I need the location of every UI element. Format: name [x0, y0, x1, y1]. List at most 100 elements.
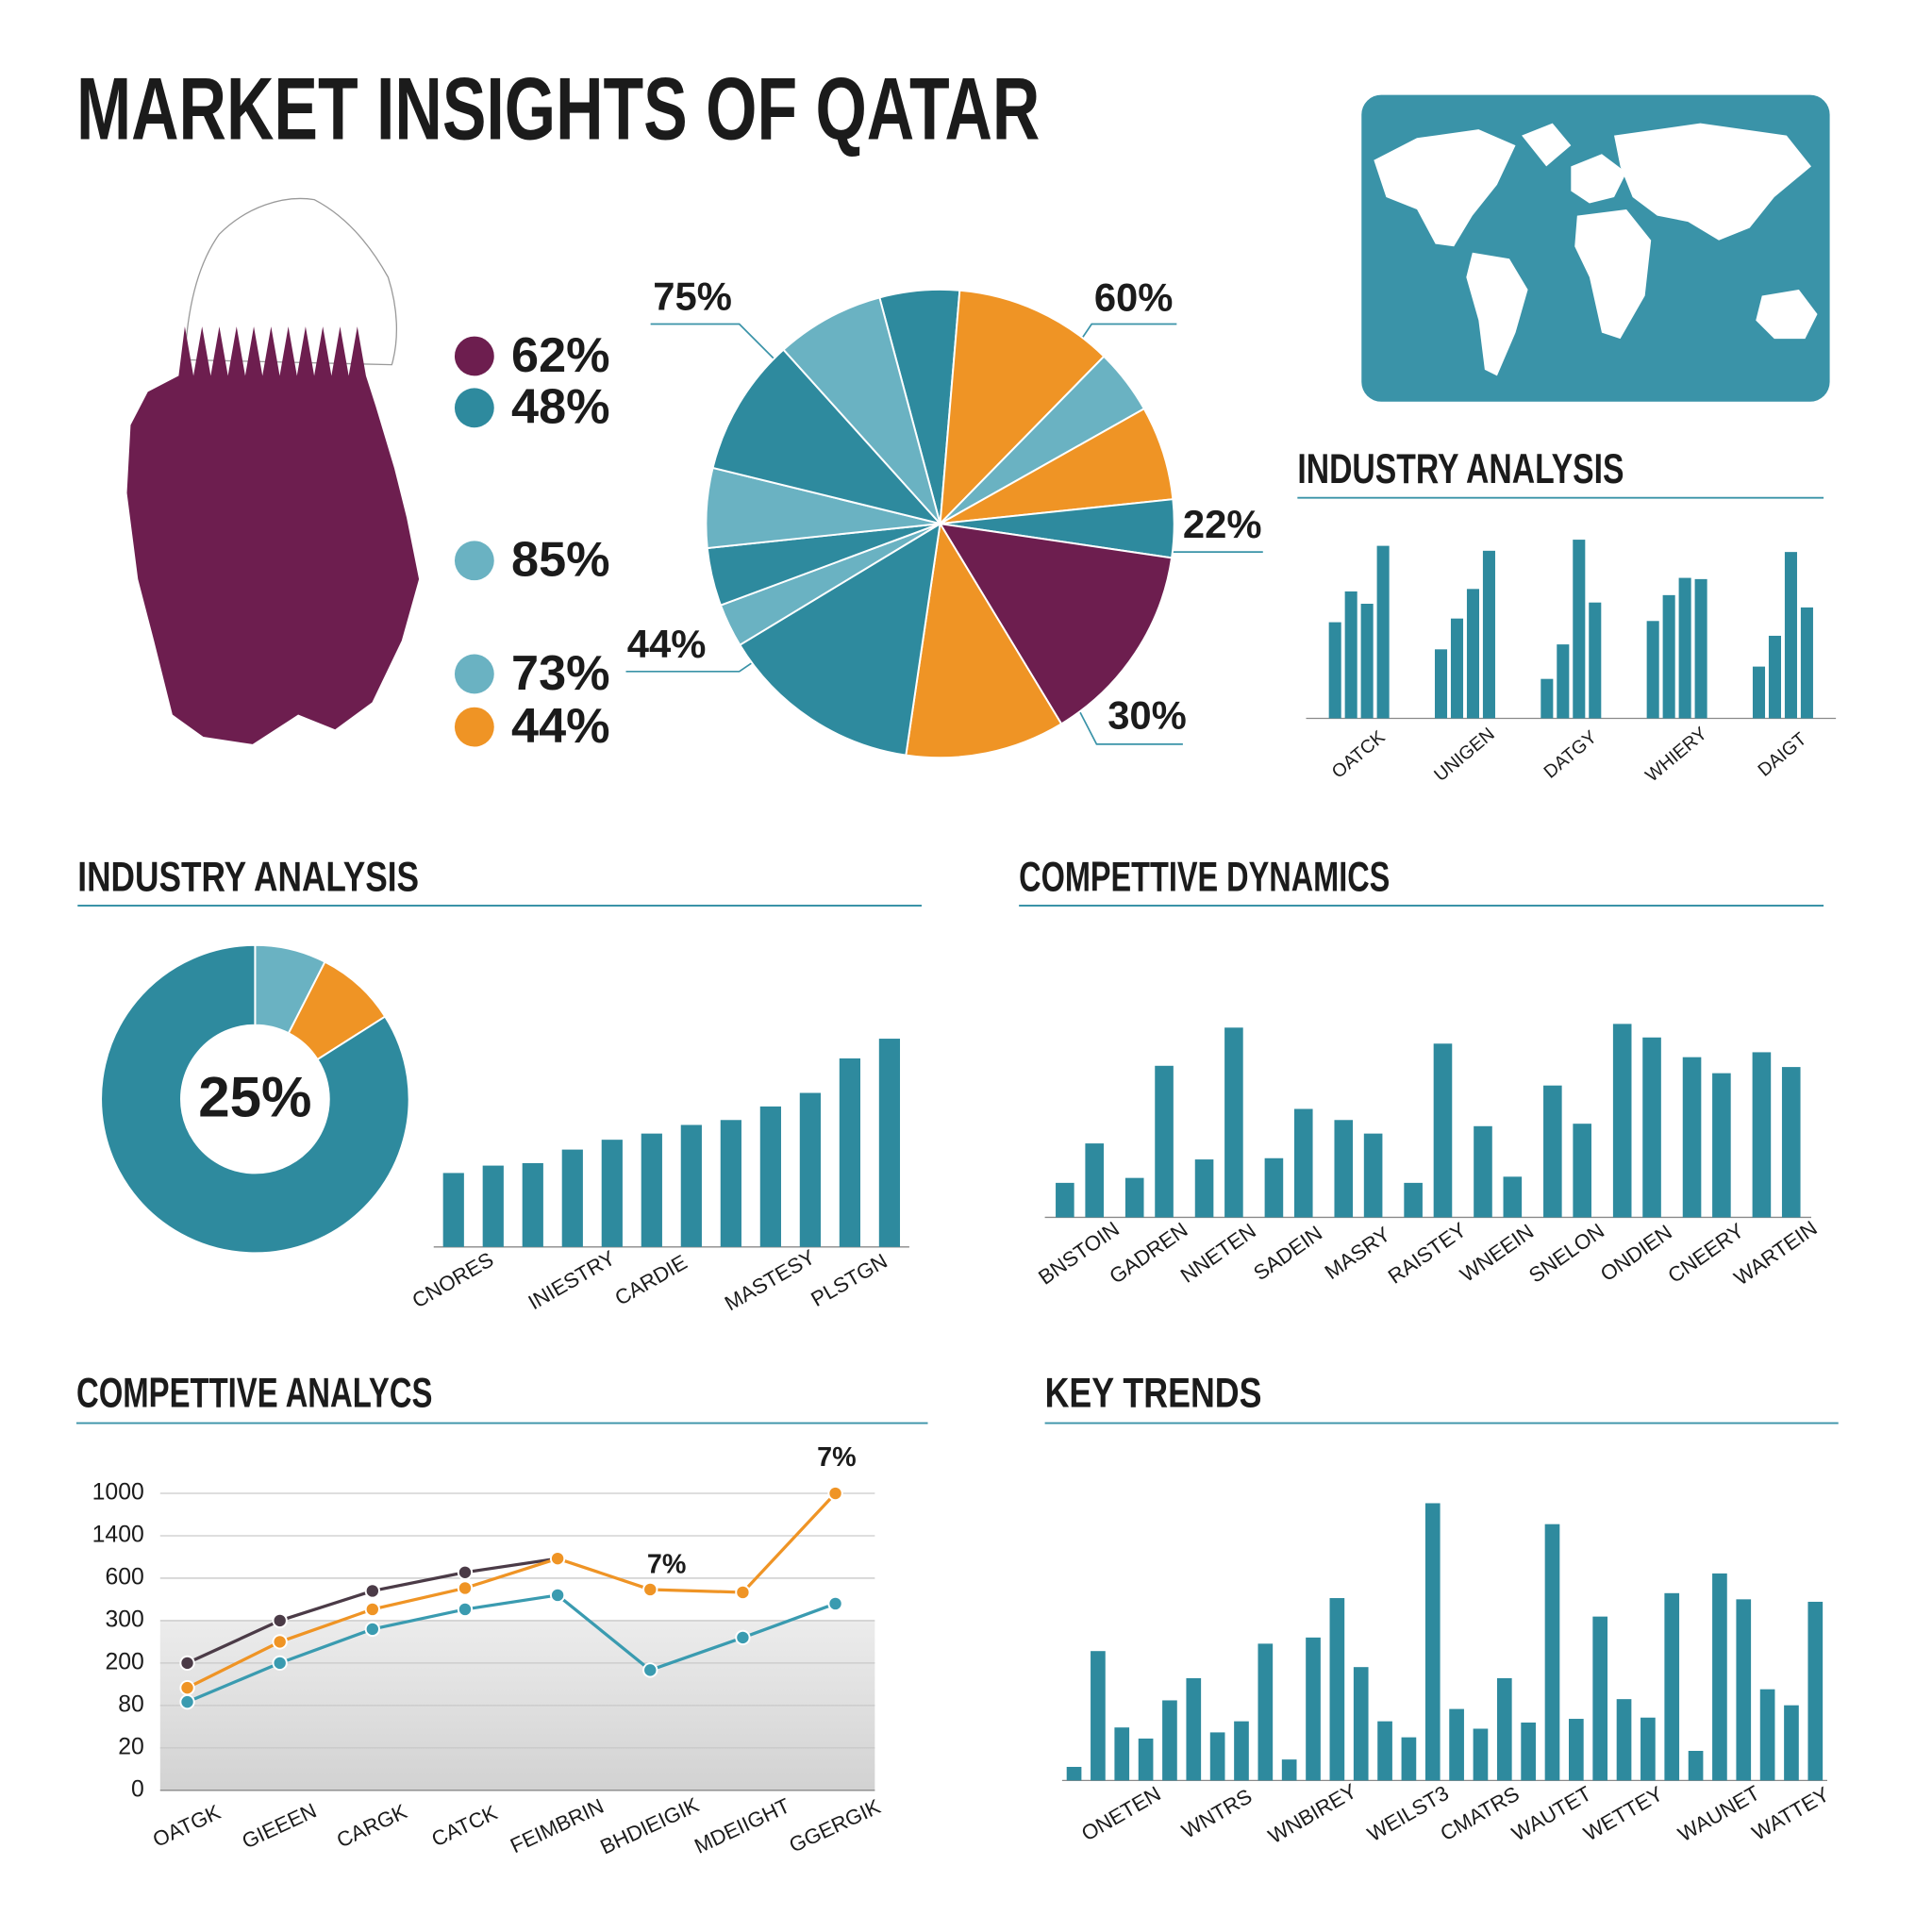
line-point — [364, 1583, 380, 1599]
line-point — [549, 1550, 566, 1567]
y-tick-label: 1400 — [92, 1523, 144, 1548]
legend-dot — [454, 388, 494, 428]
pie-label: 60% — [1094, 275, 1174, 320]
line-point — [179, 1693, 195, 1710]
x-tick-label: ONDIEN — [1596, 1220, 1676, 1286]
x-tick-label: PLSTGN — [807, 1249, 891, 1311]
x-tick-label: SADEIN — [1249, 1221, 1326, 1285]
x-tick-label: SNELON — [1524, 1219, 1608, 1288]
bar — [1450, 618, 1464, 719]
legend-dot — [454, 654, 494, 694]
bar — [1209, 1732, 1225, 1781]
section-title: INDUSTRY ANALYSIS — [77, 854, 419, 900]
line-point — [457, 1564, 474, 1580]
x-tick-label: WEILST3 — [1363, 1781, 1453, 1846]
bar — [1474, 1125, 1492, 1218]
bar — [1066, 1766, 1082, 1781]
bar — [1114, 1727, 1130, 1781]
annotation: 7% — [647, 1550, 687, 1580]
bar — [720, 1120, 741, 1247]
bar — [1712, 1073, 1731, 1218]
y-tick-label: 1000 — [92, 1480, 144, 1506]
bar — [1682, 1057, 1702, 1218]
x-tick-label: BHDIEIGIK — [596, 1792, 702, 1858]
pie-slice — [938, 522, 1174, 725]
bar — [1264, 1158, 1284, 1218]
legend-dot — [454, 336, 494, 376]
x-tick-label: CNORES — [408, 1247, 498, 1312]
bar — [1344, 591, 1357, 719]
bar — [1589, 602, 1602, 719]
pie-slice — [939, 289, 1106, 526]
pie-slice — [738, 522, 941, 757]
bar — [759, 1106, 781, 1247]
bar — [1807, 1601, 1824, 1781]
bar — [1800, 607, 1813, 719]
x-tick-label: WAUTET — [1507, 1781, 1595, 1845]
bar — [1306, 1637, 1321, 1781]
bar — [1592, 1616, 1608, 1781]
section-title: INDUSTRY ANALYSIS — [1297, 446, 1624, 492]
line-point — [272, 1634, 288, 1650]
x-tick-label: WATTEY — [1748, 1782, 1834, 1845]
x-tick-label: CARDIE — [610, 1250, 691, 1310]
bar — [1234, 1721, 1249, 1781]
y-tick-label: 600 — [105, 1565, 143, 1591]
bar — [1541, 678, 1554, 719]
y-tick-label: 0 — [131, 1776, 144, 1802]
line-point — [642, 1581, 658, 1598]
bar — [1433, 1043, 1453, 1218]
bar — [1281, 1759, 1297, 1781]
bar — [680, 1124, 702, 1247]
bar — [1573, 540, 1586, 719]
line-point — [364, 1621, 380, 1638]
x-tick-label: MDEIIGHT — [691, 1793, 793, 1858]
bar — [1557, 644, 1570, 719]
x-tick-label: WHIERY — [1641, 724, 1711, 787]
legend-dot — [454, 541, 494, 581]
value-label: 85% — [511, 533, 610, 588]
x-tick-label: WNBIREY — [1264, 1779, 1360, 1849]
bar — [1781, 1067, 1801, 1218]
pie-label: 30% — [1108, 693, 1187, 738]
x-tick-label: WAUNET — [1674, 1781, 1764, 1847]
x-tick-label: GIEEEN — [239, 1798, 321, 1853]
bar — [1194, 1159, 1214, 1218]
bar — [1641, 1717, 1656, 1781]
pie-slice — [905, 521, 1063, 759]
x-tick-label: GADREN — [1105, 1218, 1191, 1289]
value-label: 44% — [511, 699, 610, 754]
section-title: COMPETTIVE DYNAMICS — [1019, 854, 1390, 900]
bar — [1376, 545, 1390, 719]
bar — [1224, 1027, 1243, 1218]
line-point — [457, 1580, 474, 1596]
line-point — [549, 1587, 566, 1604]
bar — [878, 1039, 901, 1247]
bar — [1759, 1689, 1775, 1781]
bar — [641, 1133, 662, 1247]
x-tick-label: OATGK — [149, 1800, 225, 1852]
line-point — [272, 1612, 288, 1629]
bar — [1085, 1143, 1104, 1218]
bar — [1616, 1699, 1632, 1781]
x-tick-label: MASTESY — [721, 1245, 819, 1316]
bar — [1712, 1573, 1727, 1781]
bar — [1377, 1721, 1392, 1781]
line-point — [827, 1485, 843, 1502]
bar — [1496, 1677, 1512, 1781]
bar — [839, 1058, 860, 1247]
bar — [1662, 594, 1675, 719]
bar — [1752, 666, 1766, 719]
bar — [1752, 1052, 1772, 1218]
value-label: 62% — [511, 328, 610, 383]
line-point — [735, 1584, 751, 1601]
y-tick-label: 300 — [105, 1607, 143, 1632]
x-tick-label: WETTEY — [1579, 1781, 1667, 1845]
x-tick-label: RAISTEY — [1384, 1218, 1471, 1289]
bar — [1573, 1124, 1591, 1218]
qatar-map — [126, 197, 420, 744]
bar — [442, 1173, 464, 1247]
bar — [799, 1092, 821, 1247]
bar — [1404, 1182, 1423, 1218]
